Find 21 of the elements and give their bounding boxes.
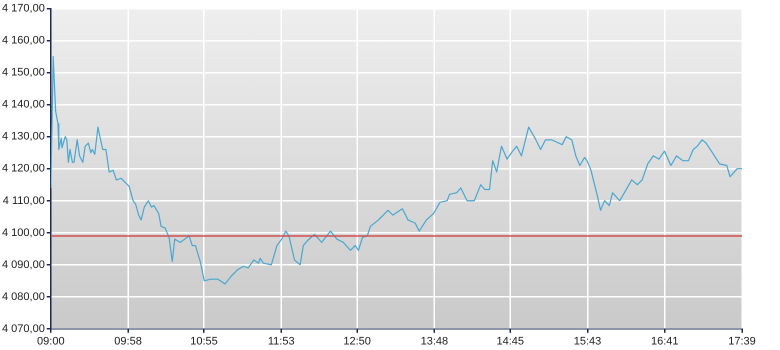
y-tick-label: 4 160,00 bbox=[2, 34, 45, 47]
y-tick-label: 4 170,00 bbox=[2, 2, 45, 15]
y-tick-label: 4 090,00 bbox=[2, 258, 45, 271]
y-tick-label: 4 080,00 bbox=[2, 290, 45, 303]
x-tick-label: 13:48 bbox=[420, 335, 448, 348]
x-tick-label: 12:50 bbox=[343, 335, 371, 348]
y-tick-label: 4 100,00 bbox=[2, 226, 45, 239]
x-tick-label: 15:43 bbox=[574, 335, 602, 348]
x-tick-label: 14:45 bbox=[496, 335, 524, 348]
y-tick-label: 4 130,00 bbox=[2, 130, 45, 143]
y-tick-label: 4 150,00 bbox=[2, 66, 45, 79]
y-tick-label: 4 110,00 bbox=[2, 194, 45, 207]
x-tick-label: 09:00 bbox=[37, 335, 65, 348]
y-tick-label: 4 120,00 bbox=[2, 162, 45, 175]
y-tick-label: 4 070,00 bbox=[2, 322, 45, 335]
x-tick-label: 11:53 bbox=[268, 335, 295, 348]
x-tick-label: 10:55 bbox=[190, 335, 218, 348]
x-tick-label: 17:39 bbox=[728, 335, 756, 348]
x-tick-label: 16:41 bbox=[650, 335, 679, 348]
y-tick-label: 4 140,00 bbox=[2, 98, 45, 111]
x-tick-label: 09:58 bbox=[114, 335, 142, 348]
